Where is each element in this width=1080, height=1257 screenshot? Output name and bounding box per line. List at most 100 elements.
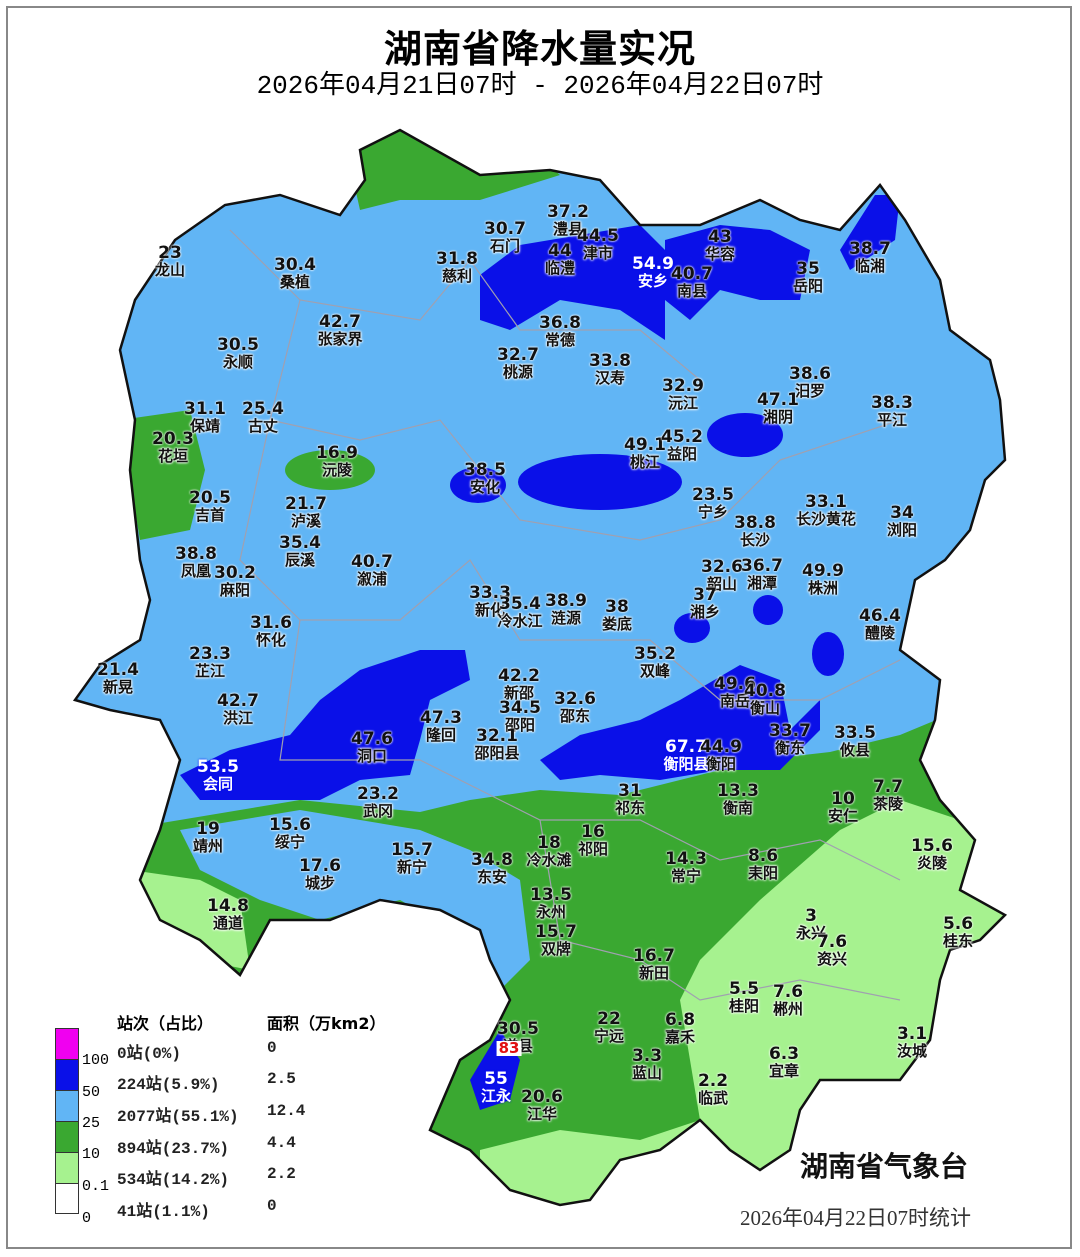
station-label: 15.7 新宁 [391, 842, 433, 875]
station-name: 宁乡 [697, 503, 729, 521]
rain-zone-50-100-north-3 [840, 195, 900, 270]
station-label: 3 永兴 [796, 908, 826, 941]
station-name: 炎陵 [916, 854, 948, 872]
station-label: 38.7 临湘 [849, 241, 891, 274]
station-name: 绥宁 [274, 833, 306, 851]
station-rainfall-value: 35.2 [634, 644, 676, 664]
station-label: 14.3 常宁 [665, 851, 707, 884]
station-name: 衡山 [749, 699, 781, 717]
station-rainfall-value: 7.7 [872, 777, 904, 797]
station-rainfall-value: 33.5 [834, 723, 876, 743]
station-label: 31.1 保靖 [184, 401, 226, 434]
station-label: 38.8 凤凰 [175, 546, 217, 579]
station-label: 5.6 桂东 [943, 916, 973, 949]
station-rainfall-value: 13.3 [717, 781, 759, 801]
station-rainfall-value: 38.9 [545, 591, 587, 611]
station-rainfall-value: 23 [158, 243, 182, 263]
station-name: 临湘 [854, 257, 886, 275]
station-name: 醴陵 [864, 624, 896, 642]
station-rainfall-value: 36.8 [539, 313, 581, 333]
station-rainfall-value: 49.6 [714, 674, 756, 694]
station-rainfall-value: 37.2 [547, 202, 589, 222]
station-name: 浏阳 [886, 521, 918, 539]
legend-area: 12.4 [267, 1102, 306, 1120]
station-name: 郴州 [772, 1000, 803, 1018]
station-name: 通道 [212, 914, 244, 932]
station-rainfall-value: 6.3 [768, 1044, 800, 1064]
station-label: 32.6 韶山 [701, 559, 743, 592]
station-name: 湘乡 [689, 603, 721, 621]
station-label: 38.3 平江 [871, 395, 913, 428]
station-label: 7.7 茶陵 [873, 779, 903, 812]
station-name: 张家界 [317, 330, 363, 348]
station-label: 23.3 芷江 [189, 646, 231, 679]
station-rainfall-value: 17.6 [299, 856, 341, 876]
station-rainfall-value: 35.4 [499, 594, 541, 614]
station-label: 3.3 蓝山 [632, 1048, 662, 1081]
station-name: 邵阳县 [474, 744, 520, 762]
station-label: 33.3 新化 [469, 585, 511, 618]
station-label: 23.2 武冈 [357, 786, 399, 819]
station-label: 7.6 郴州 [773, 984, 803, 1017]
station-label: 35.4 辰溪 [279, 535, 321, 568]
station-rainfall-value: 40.8 [744, 681, 786, 701]
station-name: 麻阳 [219, 581, 251, 599]
station-label: 35.2 双峰 [634, 646, 676, 679]
station-rainfall-value: 34 [890, 503, 914, 523]
station-name: 耒阳 [747, 864, 778, 882]
station-label: 33.1 长沙黄花 [796, 494, 856, 527]
station-rainfall-value: 33.1 [805, 492, 847, 512]
legend-header-area: 面积（万km2） [267, 1014, 386, 1033]
station-name: 华容 [704, 245, 736, 263]
station-rainfall-value: 23.2 [357, 784, 399, 804]
station-label: 30.4 桑植 [274, 257, 316, 290]
station-rainfall-value: 20.5 [189, 488, 231, 508]
station-label: 42.7 洪江 [217, 693, 259, 726]
station-rainfall-value: 15.6 [269, 815, 311, 835]
station-rainfall-value: 13.5 [530, 885, 572, 905]
legend-tick: 0 [82, 1210, 92, 1227]
station-rainfall-value: 38 [605, 597, 629, 617]
station-name: 沅江 [667, 394, 699, 412]
station-rainfall-value: 34.8 [471, 850, 513, 870]
station-rainfall-value: 31.6 [250, 613, 292, 633]
rain-zone-50-100-liling [812, 632, 844, 676]
legend-color-bar [55, 1028, 79, 1214]
station-rainfall-value: 23.3 [189, 644, 231, 664]
station-name: 株洲 [807, 579, 839, 597]
station-label: 34 浏阳 [887, 505, 917, 538]
rain-zone-25-50-southwest [180, 810, 530, 990]
station-rainfall-value: 47.6 [351, 729, 393, 749]
station-rainfall-value: 33.8 [589, 351, 631, 371]
station-label: 44 临澧 [545, 243, 575, 276]
station-name: 攸县 [839, 741, 871, 759]
station-name: 衡阳 [705, 755, 737, 773]
station-rainfall-value: 35.4 [279, 533, 321, 553]
station-rainfall-value: 32.6 [701, 557, 743, 577]
station-label: 20.5 吉首 [189, 490, 231, 523]
station-name: 冷水滩 [526, 851, 572, 869]
legend-tick: 25 [82, 1115, 101, 1132]
station-label: 13.3 衡南 [717, 783, 759, 816]
station-label: 49.1 桃江 [624, 437, 666, 470]
station-label: 32.6 邵东 [554, 691, 596, 724]
station-name: 临武 [697, 1089, 728, 1107]
station-rainfall-value: 42.7 [217, 691, 259, 711]
station-name: 辰溪 [284, 551, 316, 569]
map-title: 湖南省降水量实况 [383, 27, 696, 71]
station-name: 宁远 [593, 1027, 625, 1045]
station-name: 怀化 [255, 631, 287, 649]
station-rainfall-value: 36.7 [741, 556, 783, 576]
legend-count: 224站(5.9%) [117, 1076, 220, 1094]
station-name: 祁阳 [577, 840, 609, 858]
station-rainfall-value: 44.9 [700, 737, 742, 757]
station-rainfall-value: 38.6 [789, 364, 831, 384]
station-rainfall-value: 33.7 [769, 721, 811, 741]
station-label: 20.3 花垣 [152, 431, 194, 464]
station-name: 资兴 [816, 950, 847, 968]
station-name: 蓝山 [631, 1064, 662, 1082]
station-name: 汝城 [896, 1042, 927, 1060]
station-rainfall-value: 49.1 [624, 435, 666, 455]
station-name: 安仁 [827, 807, 859, 825]
